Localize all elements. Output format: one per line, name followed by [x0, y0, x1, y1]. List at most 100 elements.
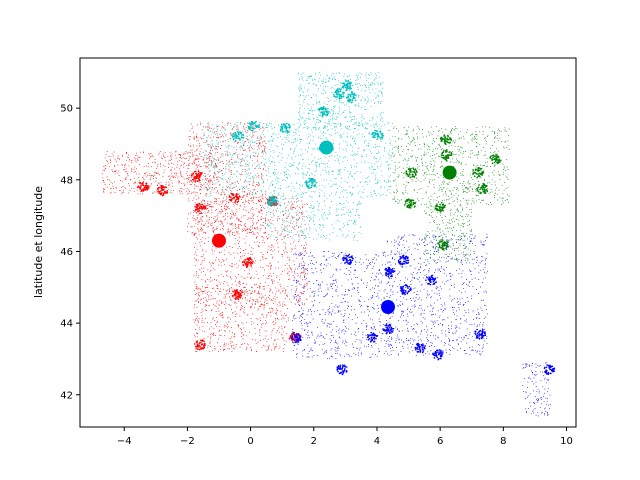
data-point [278, 290, 280, 292]
data-point [366, 154, 368, 156]
data-point [293, 216, 295, 218]
data-point [212, 128, 214, 130]
data-point [247, 138, 249, 140]
data-point [364, 162, 366, 164]
data-point [244, 291, 246, 293]
data-point [223, 194, 225, 196]
data-point [275, 322, 277, 324]
data-point [200, 312, 202, 314]
data-point [220, 314, 222, 316]
data-point [255, 302, 257, 304]
data-point [232, 193, 234, 195]
data-point [208, 127, 210, 129]
data-point [116, 172, 118, 174]
data-point [297, 215, 299, 217]
data-point [209, 204, 211, 206]
data-point [294, 147, 296, 149]
data-point [258, 290, 260, 292]
data-point [310, 196, 312, 198]
data-point [251, 305, 253, 307]
data-point [258, 153, 260, 155]
data-point [192, 178, 194, 181]
data-point [165, 160, 167, 162]
data-point [241, 174, 243, 176]
data-point [244, 223, 246, 225]
data-point [260, 218, 261, 220]
data-point [235, 238, 237, 240]
data-point [334, 160, 336, 161]
data-point [263, 153, 264, 155]
data-point [239, 246, 240, 247]
data-point [219, 334, 221, 336]
data-point [344, 89, 346, 91]
data-point [337, 169, 339, 171]
data-point [265, 214, 267, 216]
data-point [254, 339, 256, 341]
data-point [227, 124, 229, 126]
data-point [169, 155, 171, 157]
data-point [126, 159, 127, 161]
data-point [203, 345, 205, 347]
data-point [283, 287, 285, 289]
data-point [311, 200, 313, 202]
data-point [200, 339, 202, 342]
data-point [356, 154, 358, 155]
data-point [258, 293, 260, 295]
data-point [377, 179, 378, 181]
data-point [196, 212, 198, 214]
data-point [269, 235, 271, 237]
data-point [220, 161, 222, 163]
data-point [271, 331, 273, 333]
data-point [313, 78, 315, 80]
data-point [289, 225, 291, 227]
data-point [353, 131, 355, 133]
data-point [365, 72, 367, 74]
data-point [234, 302, 236, 304]
data-point [312, 80, 314, 82]
data-point [284, 304, 286, 306]
data-point [205, 274, 206, 276]
data-point [273, 339, 275, 341]
data-point [227, 317, 228, 319]
data-point [274, 295, 276, 297]
data-point [265, 281, 267, 283]
data-point [111, 183, 113, 185]
data-point [269, 175, 271, 177]
data-point [259, 166, 260, 168]
data-point [198, 197, 200, 199]
data-point [182, 157, 184, 159]
data-point [117, 164, 119, 166]
data-point [253, 257, 255, 259]
data-point [219, 141, 221, 143]
data-point [296, 225, 298, 226]
data-point [215, 162, 216, 164]
data-point [250, 265, 252, 267]
data-point [256, 273, 258, 275]
data-point [250, 306, 252, 308]
data-point [317, 128, 319, 130]
data-point [346, 189, 348, 191]
data-point [245, 230, 247, 232]
data-point [225, 196, 227, 198]
data-point [204, 150, 206, 152]
data-point [367, 101, 369, 103]
data-point [249, 146, 251, 148]
data-point [185, 177, 187, 179]
data-point [291, 289, 292, 291]
data-point [391, 159, 393, 161]
data-point [327, 214, 329, 215]
data-point [259, 296, 261, 298]
data-point [368, 82, 369, 84]
data-point [179, 153, 181, 155]
data-point [301, 85, 303, 87]
data-point [214, 335, 216, 336]
data-point [323, 80, 325, 82]
data-point [179, 172, 181, 174]
data-point [295, 233, 297, 235]
data-point [181, 182, 183, 184]
data-point [208, 181, 210, 183]
data-point [284, 171, 286, 173]
data-point [353, 124, 355, 126]
data-point [287, 285, 289, 287]
data-point [228, 348, 230, 350]
